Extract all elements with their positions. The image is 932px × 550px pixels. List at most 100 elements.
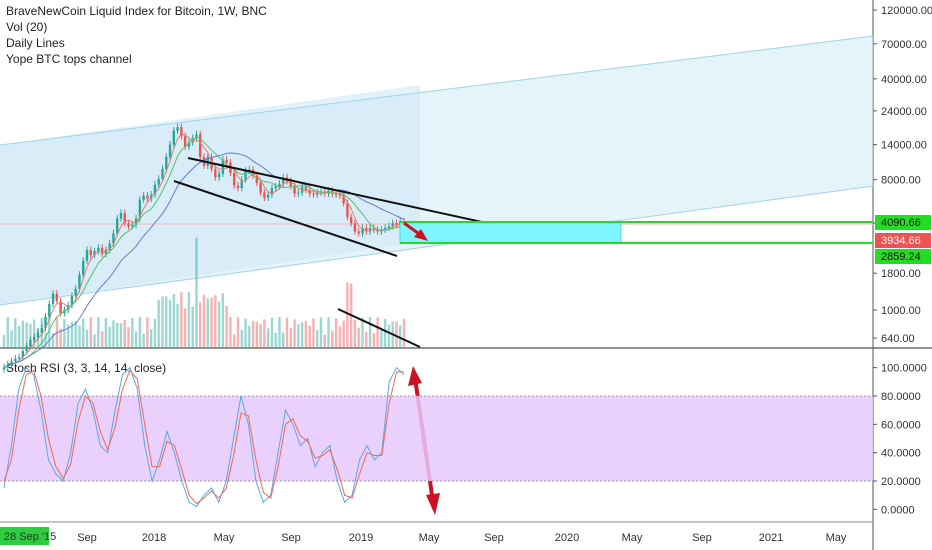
candle-body [59, 301, 62, 314]
channel-lower [0, 185, 874, 306]
time-tick-label: Sep [77, 532, 97, 544]
time-tick-label: 2020 [555, 532, 579, 544]
volume-bar [342, 320, 345, 347]
candle-body [195, 134, 198, 139]
candle-body [32, 337, 36, 340]
price-tick-label: 1000.00 [881, 305, 921, 317]
candle-body [361, 228, 364, 234]
target-box [399, 221, 622, 244]
price-tick-label: 70000.00 [881, 39, 927, 51]
volume-bar [195, 237, 198, 347]
volume-bar [176, 304, 179, 347]
candle-body [217, 173, 221, 178]
candle-body [383, 228, 387, 230]
time-tick-label: Sep [281, 532, 301, 544]
volume-bar [206, 298, 209, 347]
candle-body [74, 288, 77, 297]
candle-body [248, 169, 251, 171]
volume-bar [168, 299, 172, 347]
volume-bar [282, 332, 285, 347]
cursor-date-text: 28 Sep '15 [4, 531, 56, 543]
price-tick-label: 8000.00 [881, 175, 921, 187]
volume-bars [2, 237, 406, 347]
volume-bar [10, 330, 13, 347]
candle-body [78, 274, 81, 289]
indicator-volume[interactable]: Vol (20) [6, 20, 48, 34]
indicator-channel[interactable]: Yope BTC tops channel [6, 52, 132, 66]
volume-bar [2, 335, 6, 347]
volume-bar [263, 319, 266, 347]
indicator-daily-lines[interactable]: Daily Lines [6, 36, 65, 50]
volume-bar [25, 322, 28, 347]
candle-body [97, 247, 100, 252]
volume-bar [85, 329, 89, 347]
candle-body [263, 192, 266, 198]
volume-bar [116, 322, 119, 347]
candle-body [25, 346, 28, 352]
volume-bar [266, 328, 270, 347]
volume-bar [353, 319, 357, 347]
candle-body [172, 130, 176, 145]
price-axis[interactable]: 120000.00 70000.00 40000.00 24000.00 14000.0… [873, 5, 932, 516]
volume-bar [346, 282, 349, 347]
time-axis[interactable]: Sep 2018 May Sep 2019 May Sep 2020 May Sep 2021 May… [0, 527, 847, 545]
volume-bar [300, 322, 304, 347]
volume-bar [312, 318, 315, 347]
volume-bar [214, 295, 217, 347]
candle-body [357, 231, 360, 234]
candle-body [168, 144, 172, 157]
price-tick-label: 40000.00 [881, 74, 927, 86]
price-label-tag: 4090.66 [875, 215, 931, 230]
volume-bar [278, 317, 281, 347]
candle-body [365, 228, 368, 232]
candle-body [93, 251, 96, 256]
rsi-arrow-head-down [426, 493, 440, 515]
candle-body [180, 127, 183, 137]
price-tick-label: 14000.00 [881, 140, 927, 152]
candle-body [165, 156, 168, 169]
price-arrow-head [414, 229, 428, 241]
volume-bar [274, 332, 277, 347]
candle-body [36, 332, 40, 338]
volume-bar [6, 317, 9, 347]
candle-body [187, 142, 191, 147]
volume-bar [119, 323, 123, 347]
cursor-date-bg [0, 527, 49, 545]
candle-body [338, 194, 342, 196]
volume-bar [142, 333, 145, 347]
volume-bar [383, 319, 387, 347]
candle-body [353, 223, 357, 232]
volume-bar [338, 326, 342, 347]
candle-body [55, 293, 59, 302]
ma-mid [3, 136, 405, 368]
volume-bar [146, 317, 149, 347]
price-tag-bg [875, 249, 931, 264]
tops-channel [0, 35, 874, 306]
volume-bar [97, 317, 100, 347]
candle-body [214, 168, 217, 178]
volume-bar [402, 318, 406, 347]
candle-body [225, 159, 228, 163]
rsi-tick-label: 60.0000 [881, 419, 921, 431]
volume-bar [149, 329, 153, 347]
volume-bar [270, 317, 274, 347]
volume-bar [66, 324, 70, 347]
volume-bar [248, 325, 251, 347]
candle-body [127, 223, 130, 227]
candle-body [308, 189, 311, 194]
volume-bar [327, 317, 330, 347]
rsi-tick-label: 0.0000 [881, 504, 915, 516]
volume-bar [331, 330, 334, 347]
rsi-tick-label: 100.0000 [881, 363, 927, 375]
volume-bar [210, 297, 213, 347]
volume-bar [161, 296, 164, 347]
volume-bar [225, 305, 228, 347]
candle-body [44, 316, 47, 329]
candle-body [134, 218, 138, 225]
candle-body [391, 223, 394, 227]
volume-bar [297, 324, 300, 347]
candle-body [282, 177, 285, 184]
price-tag-text: 3934.66 [881, 235, 921, 247]
candle-body [259, 182, 262, 193]
